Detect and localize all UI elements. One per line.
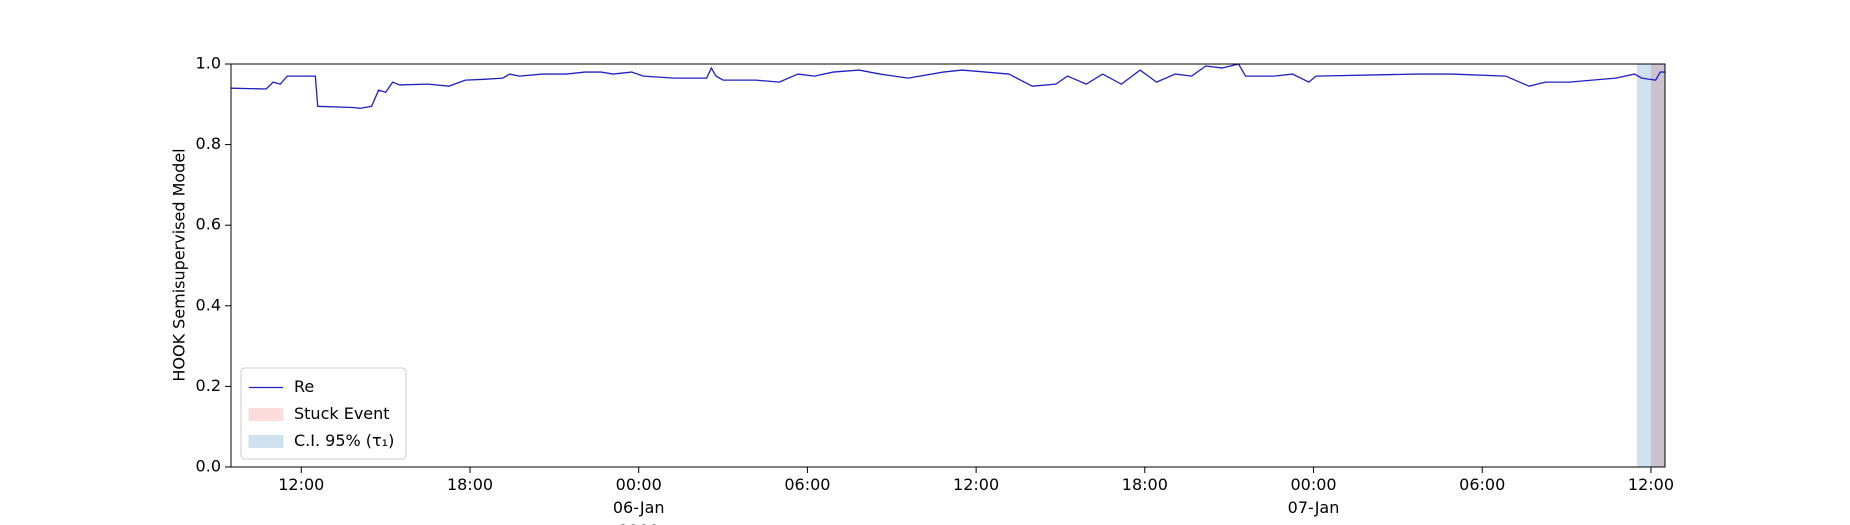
legend: Re Stuck Event C.I. 95% (τ₁) xyxy=(240,367,407,460)
x-tick-label: 18:00 xyxy=(446,475,494,494)
legend-label: Stuck Event xyxy=(294,404,390,423)
legend-label: C.I. 95% (τ₁) xyxy=(294,431,394,450)
line xyxy=(230,63,1665,109)
y-tick-label: 0.0 xyxy=(196,457,221,476)
span xyxy=(1636,64,1665,467)
axes-frame xyxy=(230,63,1666,468)
y-tick-label: 0.8 xyxy=(196,134,221,153)
legend-swatch xyxy=(248,408,284,421)
y-tick-label: 0.4 xyxy=(196,295,221,314)
legend-swatch xyxy=(248,435,284,448)
x-tick-label: 00:00 06-Jan 1900 xyxy=(612,475,665,525)
y-tick-label: 0.2 xyxy=(196,376,221,395)
x-tick-label: 12:00 xyxy=(953,475,1000,494)
y-tick-label: 1.0 xyxy=(196,54,221,73)
y-tick-label: 0.6 xyxy=(196,215,221,234)
x-tick-label: 12:00 xyxy=(278,475,325,494)
legend-label: Re xyxy=(294,377,314,396)
x-tick-label: 06:00 xyxy=(784,475,831,494)
y-axis-label: HOOK Semisupervised Model xyxy=(170,148,189,381)
x-tick-label: 06:00 xyxy=(1459,475,1506,494)
x-tick-label: 18:00 xyxy=(1121,475,1168,494)
x-tick-label: 00:00 07-Jan xyxy=(1287,475,1340,517)
x-tick-label: 12:00 xyxy=(1627,475,1674,494)
